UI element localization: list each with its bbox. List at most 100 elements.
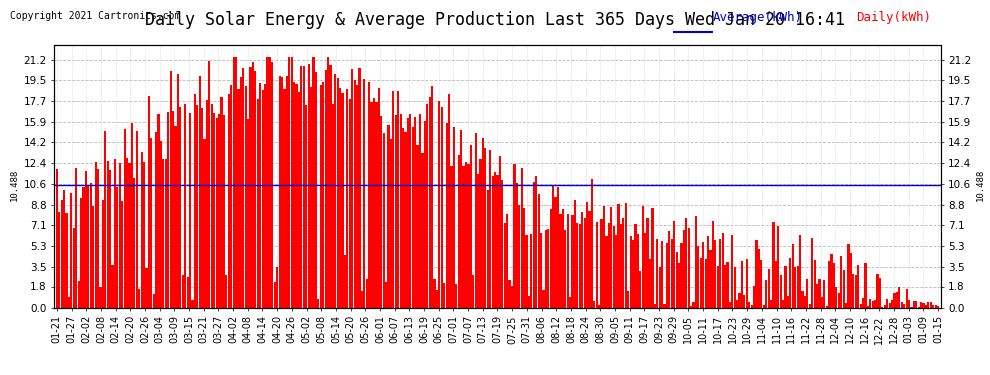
Bar: [540, 233, 543, 308]
Bar: [75, 168, 77, 308]
Bar: [447, 94, 450, 308]
Bar: [395, 115, 397, 308]
Bar: [533, 182, 535, 308]
Bar: [223, 115, 225, 308]
Bar: [538, 194, 540, 308]
Bar: [344, 255, 346, 308]
Bar: [177, 74, 179, 308]
Bar: [348, 99, 350, 308]
Bar: [898, 287, 901, 308]
Bar: [179, 108, 181, 307]
Bar: [925, 305, 927, 308]
Bar: [802, 291, 804, 308]
Bar: [928, 302, 930, 307]
Bar: [489, 150, 491, 308]
Bar: [358, 68, 360, 308]
Bar: [732, 235, 734, 308]
Bar: [514, 164, 516, 308]
Bar: [697, 246, 700, 308]
Bar: [717, 267, 719, 308]
Bar: [789, 258, 791, 308]
Bar: [412, 127, 414, 308]
Bar: [782, 300, 784, 307]
Bar: [429, 97, 431, 308]
Bar: [506, 213, 508, 308]
Bar: [138, 289, 141, 308]
Bar: [637, 234, 639, 308]
Bar: [467, 164, 469, 308]
Bar: [499, 156, 501, 308]
Bar: [727, 262, 729, 308]
Bar: [828, 261, 831, 308]
Bar: [670, 239, 673, 308]
Bar: [206, 100, 208, 308]
Bar: [821, 297, 823, 307]
Bar: [879, 278, 881, 308]
Bar: [646, 218, 648, 308]
Bar: [678, 263, 680, 308]
Bar: [601, 219, 603, 308]
Bar: [368, 82, 370, 308]
Bar: [446, 123, 447, 308]
Bar: [80, 198, 82, 308]
Bar: [131, 123, 133, 308]
Bar: [596, 222, 598, 308]
Bar: [339, 88, 342, 308]
Bar: [325, 70, 327, 308]
Bar: [303, 66, 305, 308]
Bar: [72, 228, 75, 308]
Bar: [642, 206, 644, 308]
Bar: [191, 300, 193, 307]
Text: Daily(kWh): Daily(kWh): [856, 11, 932, 24]
Bar: [627, 291, 630, 308]
Bar: [635, 224, 637, 308]
Bar: [857, 265, 859, 308]
Bar: [85, 171, 87, 308]
Bar: [739, 292, 741, 308]
Bar: [734, 267, 736, 308]
Bar: [167, 112, 169, 308]
Bar: [767, 269, 769, 308]
Bar: [745, 259, 747, 308]
Bar: [920, 302, 923, 307]
Bar: [298, 93, 300, 308]
Bar: [286, 76, 288, 307]
Bar: [450, 166, 452, 308]
Bar: [424, 121, 426, 308]
Bar: [714, 240, 717, 308]
Bar: [554, 197, 556, 308]
Bar: [288, 57, 290, 308]
Bar: [511, 286, 513, 308]
Text: Daily Solar Energy & Average Production Last 365 Days Wed Jan 20 16:41: Daily Solar Energy & Average Production …: [145, 11, 845, 29]
Bar: [276, 267, 278, 308]
Bar: [780, 275, 782, 308]
Bar: [70, 193, 72, 308]
Bar: [322, 82, 325, 308]
Bar: [419, 114, 421, 308]
Bar: [765, 280, 767, 308]
Bar: [474, 133, 477, 308]
Bar: [150, 138, 152, 308]
Bar: [581, 212, 583, 308]
Bar: [632, 240, 635, 308]
Bar: [620, 224, 622, 308]
Bar: [439, 101, 441, 308]
Bar: [249, 67, 251, 308]
Bar: [472, 275, 474, 308]
Bar: [736, 300, 739, 307]
Bar: [608, 223, 610, 308]
Bar: [164, 159, 167, 308]
Bar: [799, 235, 801, 308]
Bar: [797, 266, 799, 308]
Bar: [126, 158, 128, 308]
Bar: [313, 57, 315, 308]
Bar: [99, 287, 102, 308]
Bar: [360, 291, 363, 308]
Bar: [648, 259, 651, 308]
Bar: [722, 232, 724, 308]
Bar: [392, 91, 394, 308]
Bar: [557, 187, 559, 308]
Bar: [196, 105, 198, 308]
Bar: [615, 235, 617, 308]
Bar: [104, 131, 106, 308]
